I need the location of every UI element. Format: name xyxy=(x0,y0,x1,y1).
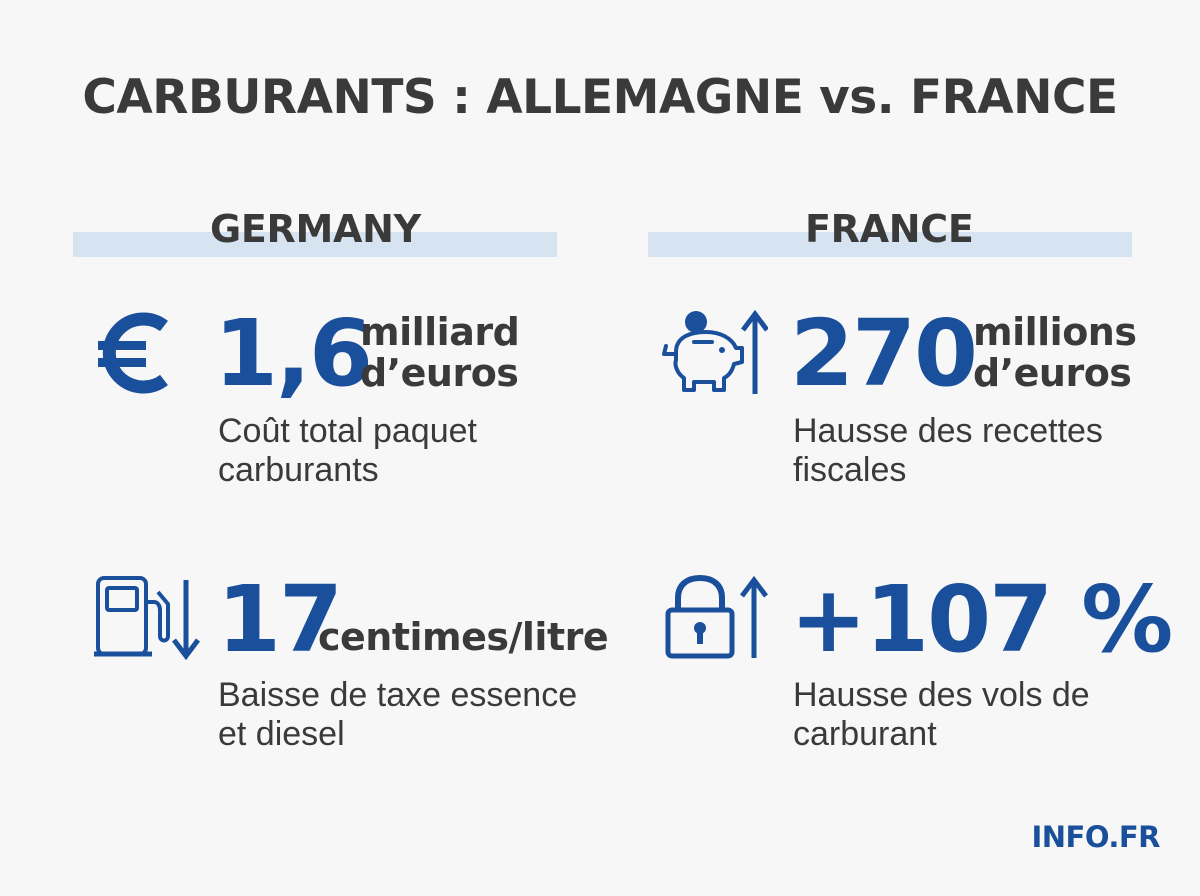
brand-logo: INFO.FR xyxy=(1031,820,1160,854)
padlock-up-arrow-icon xyxy=(664,574,774,665)
germany-cost-unit-line1: milliard xyxy=(360,310,520,354)
header-band xyxy=(648,232,1132,257)
header-band xyxy=(73,232,557,257)
france-header-label: FRANCE xyxy=(805,207,974,251)
france-revenue-description: Hausse des recettes fiscales xyxy=(793,412,1103,489)
france-theft-description: Hausse des vols de carburant xyxy=(793,676,1090,753)
france-revenue-value: 270 xyxy=(790,300,978,407)
germany-cost-unit-line2: d’euros xyxy=(360,351,519,395)
fuel-pump-down-arrow-icon xyxy=(94,574,204,665)
germany-tax-description: Baisse de taxe essence et diesel xyxy=(218,676,578,753)
germany-cost-value: 1,6 xyxy=(214,300,373,407)
piggy-bank-up-arrow-icon xyxy=(658,308,769,403)
germany-tax-value: 17 xyxy=(217,566,343,673)
france-revenue-unit-line1: millions xyxy=(973,310,1137,354)
germany-tax-unit: centimes/litre xyxy=(318,615,609,659)
euro-icon xyxy=(98,308,174,403)
germany-header: GERMANY xyxy=(73,205,557,261)
france-header: FRANCE xyxy=(648,205,1132,261)
page-title: CARBURANTS : ALLEMAGNE vs. FRANCE xyxy=(82,70,1118,125)
france-theft-value: +107 % xyxy=(790,566,1173,673)
germany-header-label: GERMANY xyxy=(210,207,421,251)
germany-cost-description: Coût total paquet carburants xyxy=(218,412,477,489)
france-revenue-unit-line2: d’euros xyxy=(973,351,1132,395)
